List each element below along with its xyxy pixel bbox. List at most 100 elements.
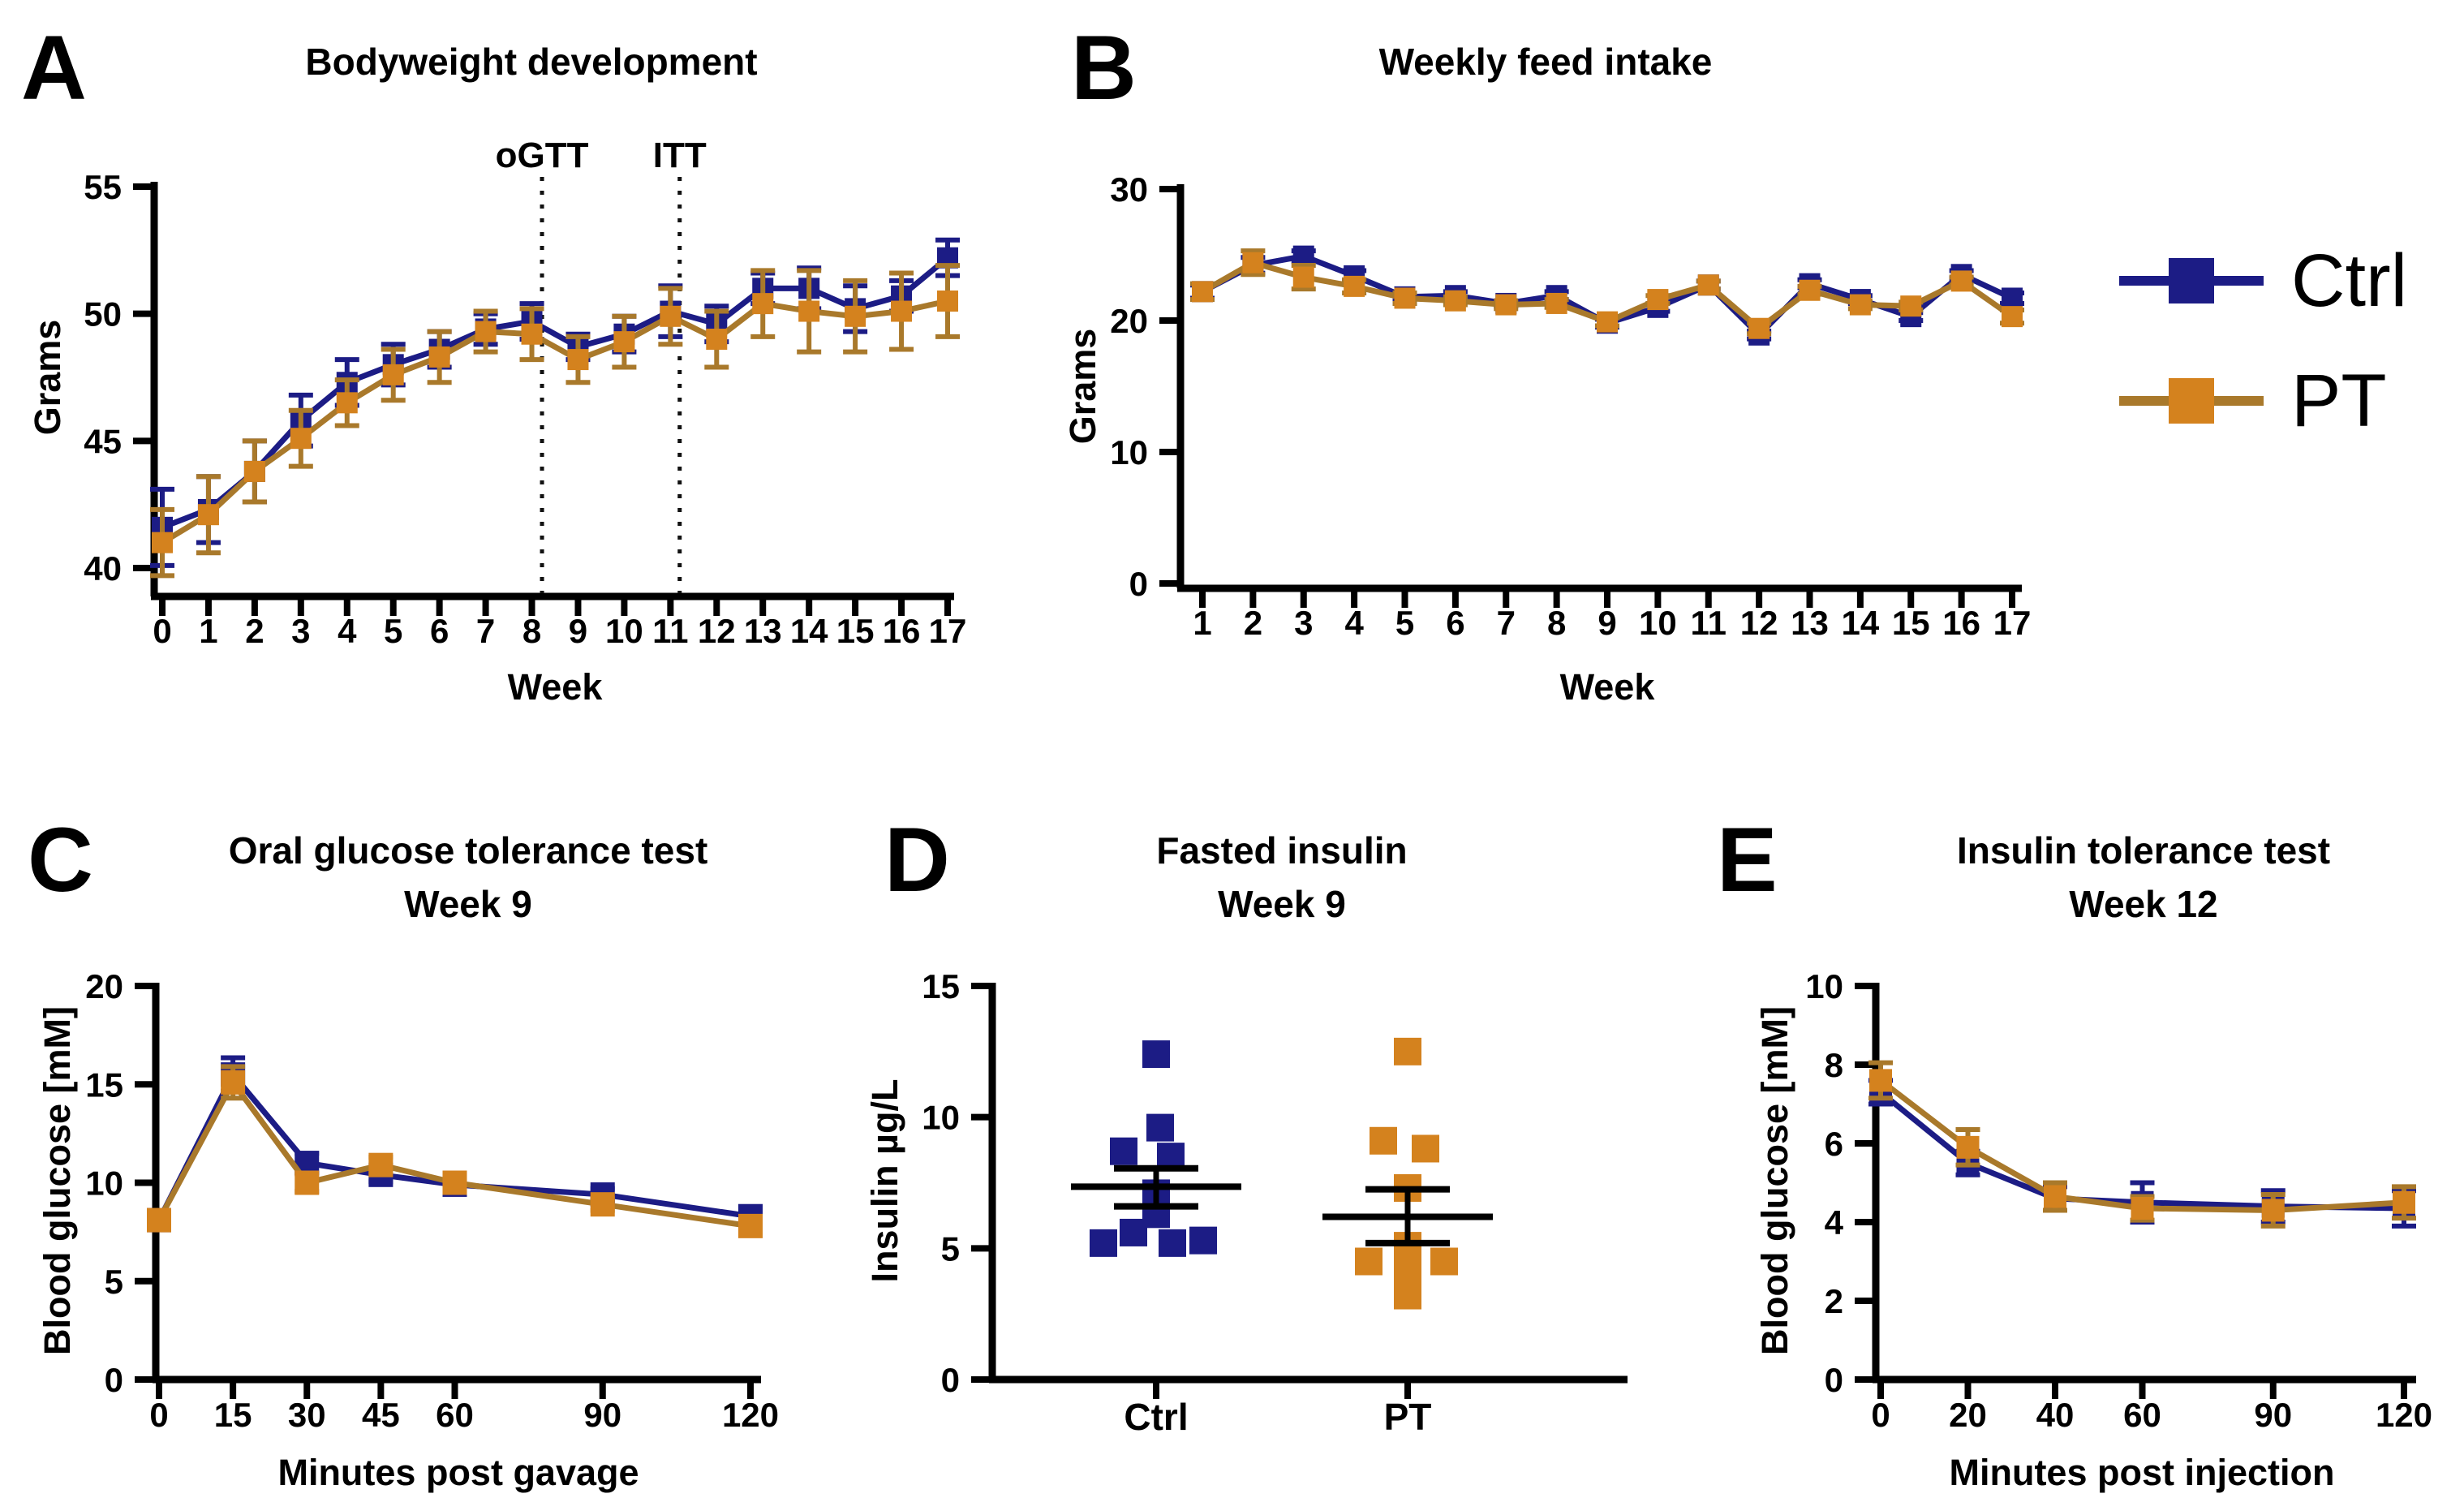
scatter-point xyxy=(1159,1229,1186,1257)
x-tick-label: 5 xyxy=(384,612,402,650)
y-tick-label: 15 xyxy=(922,967,960,1005)
x-tick-label: 60 xyxy=(436,1396,474,1434)
x-tick-label: 3 xyxy=(291,612,310,650)
x-tick-label: 17 xyxy=(1993,604,2032,642)
scatter-group-ctrl xyxy=(1071,1040,1241,1257)
x-tick-label: 6 xyxy=(430,612,449,650)
y-tick-label: 8 xyxy=(1825,1046,1843,1084)
data-point-marker xyxy=(567,349,589,371)
scatter-point xyxy=(1394,1037,1421,1065)
panel-letter: C xyxy=(28,809,93,910)
x-tick-label: 16 xyxy=(883,612,921,650)
y-tick-label: 4 xyxy=(1825,1203,1844,1242)
data-point-marker xyxy=(1495,294,1517,316)
x-tick-label: 11 xyxy=(1691,604,1727,642)
x-tick-label: 13 xyxy=(744,612,782,650)
x-tick-label: 14 xyxy=(1842,604,1880,642)
y-axis-title: Grams xyxy=(27,320,68,436)
data-point-marker xyxy=(613,331,635,353)
data-point-marker xyxy=(706,329,728,350)
panel-letter: A xyxy=(21,17,87,118)
panel-fasted-insulin: 0 5 10 15 Fasted insulin Week 9 D Insulin µg/L C… xyxy=(864,809,1628,1438)
panel-title: Oral glucose tolerance test xyxy=(229,829,708,872)
data-point-marker xyxy=(1849,294,1871,316)
x-tick-label: 2 xyxy=(1244,604,1262,642)
scatter-point xyxy=(1120,1218,1147,1246)
data-point-marker xyxy=(243,460,265,482)
scatter-point xyxy=(1355,1247,1383,1276)
scatter-point xyxy=(1394,1281,1421,1310)
panel-letter: B xyxy=(1071,17,1137,118)
data-point-marker xyxy=(1192,281,1213,303)
x-tick-label: 16 xyxy=(1942,604,1980,642)
x-tick-label: 90 xyxy=(583,1396,621,1434)
data-point-marker xyxy=(845,305,866,327)
y-axis-title: Insulin µg/L xyxy=(864,1079,905,1283)
x-tick-label: 1 xyxy=(199,612,217,650)
legend-label-pt: PT xyxy=(2291,359,2387,442)
x-axis-title: Minutes post gavage xyxy=(277,1452,639,1493)
data-point-marker xyxy=(290,428,312,450)
y-tick-label: 5 xyxy=(941,1229,960,1268)
x-tick-label: 0 xyxy=(153,612,171,650)
y-axis-title: Blood glucose [mM] xyxy=(37,1006,78,1355)
panel-subtitle: Week 9 xyxy=(1218,883,1346,925)
data-point-marker xyxy=(221,1070,246,1095)
x-tick-label: 1 xyxy=(1193,604,1211,642)
data-point-marker xyxy=(2044,1185,2066,1208)
x-tick-label: 7 xyxy=(1497,604,1516,642)
data-point-marker xyxy=(1748,317,1770,339)
panel-subtitle: Week 9 xyxy=(404,883,532,925)
x-tick-label: 13 xyxy=(1791,604,1829,642)
x-tick-label: 3 xyxy=(1294,604,1313,642)
y-tick-label: 0 xyxy=(941,1361,960,1399)
scatter-point xyxy=(1142,1040,1170,1069)
panel-title: Bodyweight development xyxy=(305,41,757,83)
y-tick-label: 2 xyxy=(1825,1282,1843,1320)
data-point-marker xyxy=(1546,292,1567,314)
group-label: PT xyxy=(1384,1396,1432,1438)
x-tick-label: 4 xyxy=(338,612,357,650)
x-tick-label: 17 xyxy=(929,612,967,650)
data-point-marker xyxy=(1292,266,1314,288)
series-ctrl xyxy=(150,237,960,568)
x-tick-label: 60 xyxy=(2123,1396,2161,1434)
x-tick-label: 9 xyxy=(1598,604,1616,642)
data-point-marker xyxy=(2393,1190,2415,1214)
data-point-marker xyxy=(147,1207,171,1233)
x-tick-label: 0 xyxy=(1871,1396,1890,1434)
data-point-marker xyxy=(2131,1197,2154,1220)
x-tick-label: 10 xyxy=(605,612,643,650)
scatter-point xyxy=(1189,1226,1217,1255)
x-tick-label: 9 xyxy=(569,612,587,650)
y-tick-label: 10 xyxy=(85,1164,123,1203)
y-tick-label: 0 xyxy=(105,1361,123,1399)
x-tick-label: 15 xyxy=(214,1396,252,1434)
x-tick-label: 2 xyxy=(245,612,264,650)
series-line xyxy=(1878,1078,2405,1213)
x-tick-label: 8 xyxy=(522,612,541,650)
panel-title: Weekly feed intake xyxy=(1379,41,1713,83)
series-pt xyxy=(150,263,960,579)
data-point-marker xyxy=(475,321,497,342)
y-tick-label: 10 xyxy=(1110,433,1148,471)
data-point-marker xyxy=(152,532,173,553)
scatter-point xyxy=(1370,1126,1397,1155)
series-pt xyxy=(147,1064,763,1238)
x-tick-label: 120 xyxy=(2376,1396,2432,1434)
y-tick-label: 55 xyxy=(84,168,122,206)
y-tick-label: 0 xyxy=(1129,565,1148,603)
data-point-marker xyxy=(1597,311,1618,333)
panel-letter: E xyxy=(1717,809,1778,910)
data-point-marker xyxy=(197,504,219,526)
x-tick-label: 12 xyxy=(698,612,736,650)
y-tick-label: 5 xyxy=(105,1263,123,1301)
x-tick-label: 14 xyxy=(790,612,828,650)
data-point-marker xyxy=(521,323,543,345)
data-point-marker xyxy=(2261,1199,2285,1222)
y-tick-label: 10 xyxy=(1805,967,1843,1005)
x-axis-title: Week xyxy=(508,666,604,708)
y-tick-label: 10 xyxy=(922,1099,960,1137)
y-axis-title: Blood glucose [mM] xyxy=(1754,1006,1795,1355)
legend-item-pt: PT xyxy=(2119,364,2407,438)
